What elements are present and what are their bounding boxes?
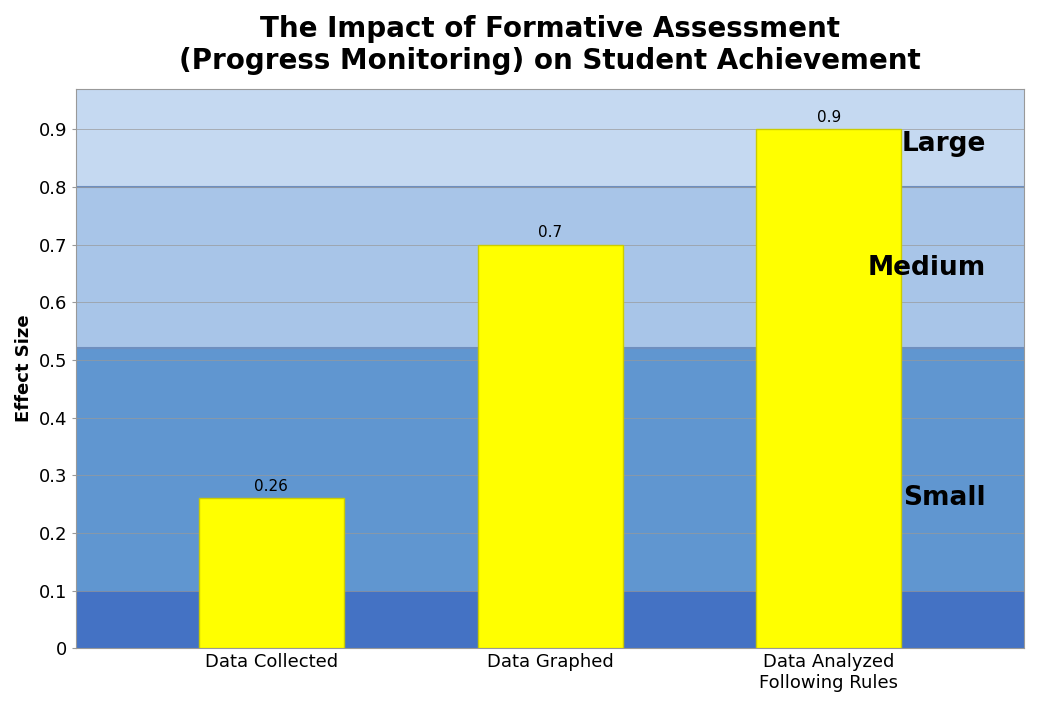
Bar <box>76 349 1024 590</box>
Text: Large: Large <box>902 131 986 157</box>
Y-axis label: Effect Size: Effect Size <box>15 315 33 422</box>
Bar <box>756 129 901 648</box>
Text: 0.7: 0.7 <box>538 225 562 240</box>
Bar <box>198 498 344 648</box>
Bar <box>76 590 1024 648</box>
Text: 0.26: 0.26 <box>255 479 288 493</box>
Bar <box>76 89 1024 187</box>
Bar <box>478 245 622 648</box>
Text: Small: Small <box>904 486 986 511</box>
Text: Medium: Medium <box>868 255 986 281</box>
Text: 0.9: 0.9 <box>817 110 841 124</box>
Title: The Impact of Formative Assessment
(Progress Monitoring) on Student Achievement: The Impact of Formative Assessment (Prog… <box>179 15 921 76</box>
Bar <box>76 187 1024 349</box>
